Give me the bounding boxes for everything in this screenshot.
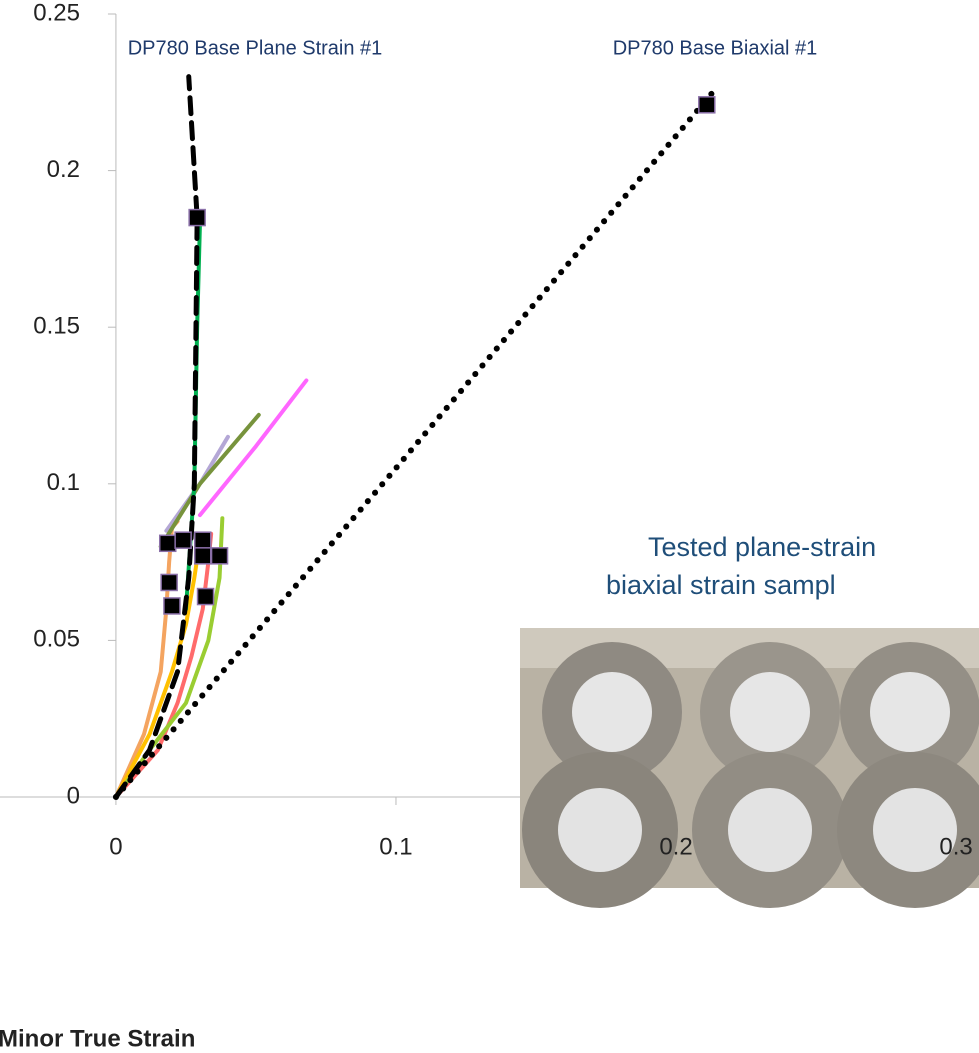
marker xyxy=(210,547,229,565)
marker xyxy=(196,587,215,606)
sample-center xyxy=(870,672,950,752)
series-line xyxy=(197,378,309,518)
annotation: DP780 Base Plane Strain #1 xyxy=(128,37,383,59)
sample-center xyxy=(572,672,652,752)
marker xyxy=(158,534,177,553)
annotation: Tested plane-strain xyxy=(648,532,876,562)
y-tick-label: 0.25 xyxy=(33,0,80,26)
y-tick-label: 0.05 xyxy=(33,626,80,653)
sample-center xyxy=(558,788,642,872)
y-tick-label: 0.2 xyxy=(47,156,80,183)
marker xyxy=(163,597,181,615)
y-tick-label: 0.1 xyxy=(47,469,80,496)
sample-center xyxy=(728,788,812,872)
x-tick-label: 0.3 xyxy=(939,833,972,860)
marker xyxy=(174,531,192,549)
annotation: biaxial strain sampl xyxy=(606,570,836,600)
marker xyxy=(160,573,178,592)
annotation: DP780 Base Biaxial #1 xyxy=(613,37,818,59)
series-line xyxy=(158,412,261,549)
series-line xyxy=(112,83,722,800)
x-tick-label: 0 xyxy=(109,833,122,860)
x-axis-label: Minor True Strain xyxy=(0,1025,195,1052)
sample-center xyxy=(730,672,810,752)
photo xyxy=(520,628,979,908)
x-tick-label: 0.1 xyxy=(379,833,412,860)
sample-center xyxy=(873,788,957,872)
y-tick-label: 0.15 xyxy=(33,313,80,340)
marker xyxy=(698,96,716,114)
series-line xyxy=(113,74,200,800)
marker xyxy=(188,208,206,227)
marker xyxy=(193,531,212,549)
marker xyxy=(193,547,212,565)
x-tick-label: 0.2 xyxy=(659,833,692,860)
y-tick-label: 0 xyxy=(67,782,80,809)
